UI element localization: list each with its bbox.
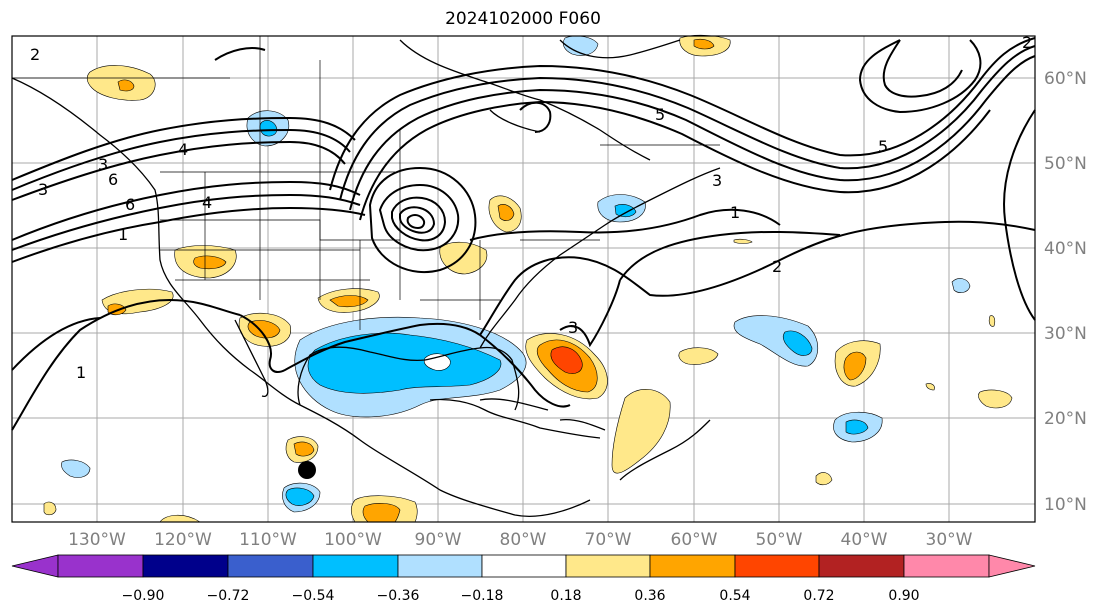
colorbar-tick-label: −0.36 [377,588,420,604]
colorbar-tick-label: 0.54 [719,588,750,604]
contour-label: 2 [772,257,782,276]
colorbar [11,554,1036,578]
contour-label: 1 [118,225,128,244]
longitude-label: 40°W [841,530,888,550]
latitude-label: 40°N [1044,239,1087,259]
latitude-label: 20°N [1044,409,1087,429]
colorbar-tick-label: −0.90 [122,588,165,604]
contour-label: 1 [730,203,740,222]
map-frame [11,35,1036,523]
colorbar-segment [903,554,990,578]
contour-lines [11,37,1036,431]
colorbar-tick-label: 0.36 [634,588,665,604]
contour-label: 4 [202,193,212,212]
plot-title: 2024102000 F060 [445,9,601,29]
colorbar-segment [227,554,314,578]
colorbar-tick-label: 0.90 [888,588,919,604]
contour-label: 3 [98,155,108,174]
longitude-label: 120°W [154,530,212,550]
graticule [12,36,1035,522]
political-borders [12,36,720,330]
longitude-label: 100°W [324,530,382,550]
colorbar-segment [397,554,483,578]
longitude-label: 60°W [671,530,718,550]
contour-label: 6 [125,195,135,214]
contour-label: 6 [108,170,118,189]
contour-label: 1 [76,363,86,382]
latitude-label: 30°N [1044,324,1087,344]
coastlines [11,39,721,517]
contour-label: 3 [38,180,48,199]
contour-label: 3 [568,318,578,337]
latitude-labels: 60°N 50°N 40°N 30°N 20°N 10°N [1044,69,1087,515]
longitude-label: 30°W [926,530,973,550]
contour-labels: 2 3 6 4 4 1 6 3 5 1 2 1 3 5 2 3 [30,33,1032,382]
contour-label: 5 [655,105,665,124]
colorbar-segment [481,554,567,578]
colorbar-segment [142,554,229,578]
longitude-label: 50°W [756,530,803,550]
colorbar-extend-high [988,554,1036,578]
colorbar-segment [734,554,820,578]
colorbar-segment [649,554,736,578]
contour-label: 5 [878,137,888,156]
longitude-labels: 130°W 120°W 110°W 100°W 90°W 80°W 70°W 6… [68,530,973,550]
shaded-anomalies [43,34,1013,523]
colorbar-tick-label: 0.18 [550,588,581,604]
longitude-label: 80°W [500,530,547,550]
colorbar-segment [818,554,905,578]
storm-position-marker [298,461,316,479]
contour-label: 2 [30,45,40,64]
colorbar-ticks: −0.90 −0.72 −0.54 −0.36 −0.18 0.18 0.36 … [122,588,920,604]
colorbar-segment [57,554,144,578]
latitude-label: 60°N [1044,69,1087,89]
contour-label: 3 [712,171,722,190]
colorbar-tick-label: −0.54 [292,588,335,604]
colorbar-segment [312,554,399,578]
contour-label: 2 [1022,33,1032,52]
latitude-label: 10°N [1044,495,1087,515]
longitude-label: 70°W [585,530,632,550]
colorbar-extend-low [11,554,59,578]
longitude-label: 110°W [239,530,297,550]
contour-label: 4 [178,140,188,159]
longitude-label: 130°W [68,530,126,550]
colorbar-tick-label: −0.72 [207,588,250,604]
colorbar-segment [565,554,651,578]
latitude-label: 50°N [1044,154,1087,174]
colorbar-tick-label: −0.18 [461,588,504,604]
longitude-label: 90°W [415,530,462,550]
colorbar-tick-label: 0.72 [803,588,834,604]
